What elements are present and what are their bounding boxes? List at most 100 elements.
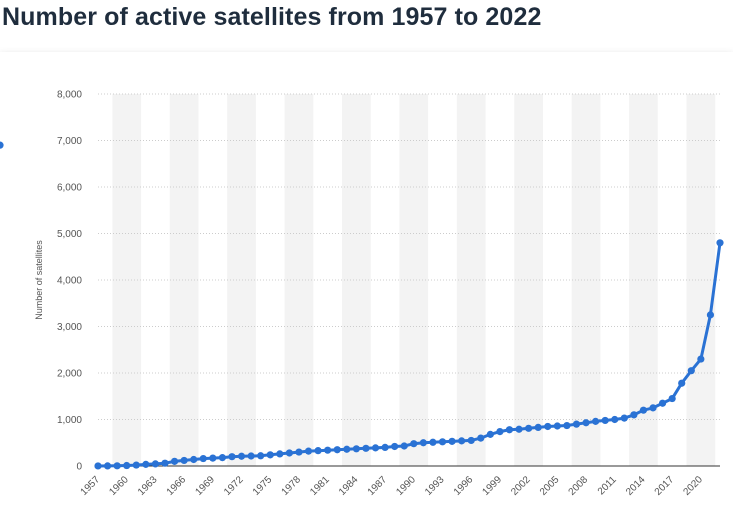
data-point [285,449,293,457]
x-tick-label: 1972 [222,474,246,498]
data-point [572,420,581,428]
data-point [314,447,322,455]
x-tick-label: 2020 [681,474,705,498]
data-point [515,425,523,433]
data-point [630,411,638,419]
x-tick-label: 1975 [251,474,275,498]
data-point [276,450,284,458]
data-point [429,438,437,446]
y-tick-label: 6,000 [57,183,82,194]
x-tick-label: 1984 [337,474,361,498]
data-point [113,462,121,470]
data-point [324,446,332,454]
x-tick-label: 1993 [423,474,447,498]
y-tick-label: 8,000 [57,90,82,101]
data-point [687,367,695,375]
x-tick-label: 1981 [308,474,332,498]
x-tick-label: 2002 [509,474,533,498]
data-point [544,422,552,431]
x-tick-label: 2005 [538,474,562,498]
x-tick-label: 1996 [452,474,476,498]
data-point [668,394,676,403]
data-point [103,462,112,470]
x-tick-label: 2017 [653,474,677,498]
data-point [448,437,456,445]
data-point [257,452,265,460]
data-point [333,446,341,454]
data-point [190,455,198,464]
data-point [228,453,236,461]
data-point [266,451,274,459]
x-tick-label: 1999 [481,474,505,498]
data-point [620,414,628,422]
data-point [611,415,619,424]
data-point [247,452,255,460]
data-point [391,442,399,451]
x-tick-label: 1957 [79,474,103,498]
data-point [716,239,724,247]
data-point [209,454,217,462]
x-tick-label: 2014 [624,474,648,498]
y-tick-label: 4,000 [57,276,82,287]
data-point [553,422,561,430]
x-tick-label: 1987 [366,474,390,498]
data-point [496,427,504,436]
data-point [525,424,533,432]
background-band [284,94,314,466]
data-point [649,404,657,412]
data-point [601,416,609,425]
background-band [112,94,142,466]
data-point [486,430,494,438]
x-tick-label: 1963 [136,474,160,498]
data-point [381,443,389,451]
data-point [343,445,351,453]
y-tick-label: 2,000 [57,369,82,380]
data-point [237,452,246,460]
data-point [371,444,380,452]
data-point [295,448,303,456]
data-point [161,459,169,467]
data-point [697,355,705,363]
data-point [477,434,485,442]
chart-card: 0 1,000 2,000 3,000 4,000 5,000 6,000 7,000 8,00… [0,52,733,519]
x-tick-label: 2008 [567,474,591,498]
data-point [563,421,571,430]
data-point [180,456,188,465]
y-tick-label: 7,000 [57,136,82,147]
data-point [467,436,475,445]
data-point [678,379,686,387]
background-band [514,94,543,466]
data-point [132,461,140,469]
data-point [534,423,542,432]
data-point [438,438,447,446]
y-axis-title: Number of satellites [34,240,44,320]
data-point [362,444,370,452]
line-chart: 0 1,000 2,000 3,000 4,000 5,000 6,000 7,000 8,00… [0,90,724,498]
x-tick-label: 2011 [596,474,619,497]
data-point [218,454,226,462]
data-point [706,311,715,319]
page-title: Number of active satellites from 1957 to… [2,3,542,31]
x-tick-label: 1969 [193,474,217,498]
data-point [170,457,179,465]
background-band [169,94,199,466]
data-point [123,461,131,470]
x-tick-label: 1990 [394,474,418,498]
background-band [571,94,601,466]
data-point [151,460,160,468]
data-point [304,447,313,455]
data-point [419,439,427,447]
data-point [400,442,408,450]
data-point [505,426,514,434]
data-point [458,437,466,445]
data-point [592,417,600,425]
y-tick-label: 3,000 [57,322,82,333]
data-point [94,462,102,470]
y-tick-label: 0 [76,462,82,473]
x-tick-label: 1960 [107,474,131,498]
data-point [410,440,418,448]
data-point [199,454,207,463]
x-tick-label: 1966 [165,474,189,498]
data-point [639,406,648,414]
data-point [658,399,667,407]
